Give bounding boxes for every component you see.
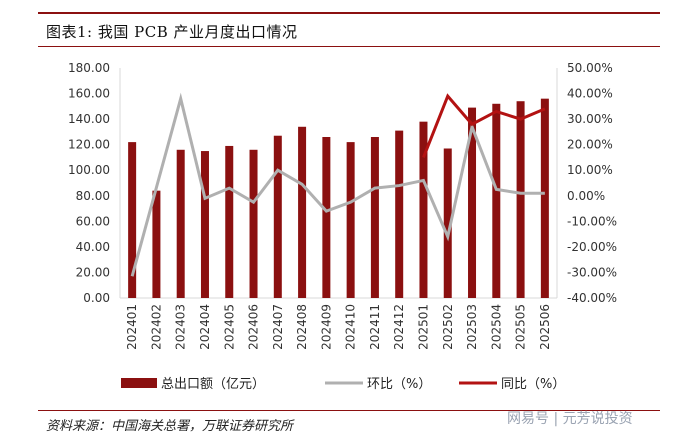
y-left-tick-label: 20.00 — [76, 265, 110, 279]
x-tick-label: 202406 — [247, 304, 261, 350]
x-tick-label: 202403 — [174, 304, 188, 350]
tick-layer: 0.00 20.00 40.00 60.00 80.00 100.00 120.00 140.… — [68, 61, 617, 350]
legend-label-total: 总出口额（亿元） — [161, 377, 265, 392]
y-left-tick-label: 40.00 — [76, 240, 110, 254]
line-layer — [130, 92, 546, 277]
y-left-tick-label: 120.00 — [68, 138, 110, 152]
y-right-tick-label: -30.00% — [567, 265, 617, 279]
y-right-tick-label: 40.00% — [567, 87, 613, 101]
y-right-tick-label: 10.00% — [567, 163, 613, 177]
legend-swatch-total — [121, 378, 157, 388]
bar-layer — [128, 98, 549, 299]
y-left-tick-label: 100.00 — [68, 163, 110, 177]
x-tick-label: 202407 — [271, 304, 285, 350]
legend-label-mom: 环比（%） — [367, 377, 431, 392]
chart-title: 图表1: 我国 PCB 产业月度出口情况 — [46, 23, 298, 41]
bar — [128, 142, 137, 298]
x-tick-label: 202410 — [344, 304, 358, 350]
axis-layer — [119, 68, 558, 299]
x-tick-label: 202404 — [198, 304, 212, 350]
y-left-tick-label: 60.00 — [76, 214, 110, 228]
y-right-tick-label: 0.00% — [567, 189, 605, 203]
x-tick-label: 202405 — [222, 304, 236, 350]
source-note: 资料来源：中国海关总署，万联证券研究所 — [46, 419, 294, 434]
bar — [370, 137, 379, 298]
legend-label-yoy: 同比（%） — [501, 377, 565, 392]
x-tick-label: 202502 — [441, 304, 455, 350]
x-tick-label: 202504 — [489, 304, 503, 350]
x-tick-label: 202412 — [392, 304, 406, 350]
bar — [346, 142, 355, 298]
y-left-tick-label: 140.00 — [68, 112, 110, 126]
x-tick-label: 202401 — [125, 304, 139, 350]
x-tick-label: 202505 — [514, 304, 528, 350]
legend: 总出口额（亿元） 环比（%） 同比（%） — [121, 377, 565, 392]
y-left-tick-label: 180.00 — [68, 61, 110, 75]
bar — [176, 149, 185, 298]
bar — [152, 190, 161, 298]
y-right-tick-label: 30.00% — [567, 112, 613, 126]
bar — [443, 148, 452, 298]
x-tick-label: 202408 — [295, 304, 309, 350]
y-right-tick-label: -40.00% — [567, 291, 617, 305]
footer-divider — [38, 410, 660, 411]
bar — [492, 103, 501, 299]
x-tick-label: 202402 — [149, 304, 163, 350]
bar — [395, 130, 404, 298]
yoy-line — [422, 93, 546, 158]
bar — [249, 149, 258, 298]
mom-line — [130, 92, 545, 277]
bar — [200, 151, 209, 298]
x-tick-label: 202503 — [465, 304, 479, 350]
y-right-tick-label: -20.00% — [567, 240, 617, 254]
y-right-tick-label: -10.00% — [567, 214, 617, 228]
bar — [419, 121, 428, 299]
y-right-tick-label: 20.00% — [567, 138, 613, 152]
bar — [540, 98, 549, 299]
bar — [273, 135, 282, 298]
y-left-tick-label: 80.00 — [76, 189, 110, 203]
y-right-tick-label: 50.00% — [567, 61, 613, 75]
x-tick-label: 202506 — [538, 304, 552, 350]
bar — [298, 126, 307, 299]
y-left-tick-label: 160.00 — [68, 87, 110, 101]
y-left-tick-label: 0.00 — [83, 291, 110, 305]
watermark: 网易号 | 元芳说投资 — [507, 411, 633, 427]
bar — [516, 101, 525, 298]
bar — [468, 107, 477, 298]
bar — [322, 137, 331, 298]
x-tick-label: 202409 — [319, 304, 333, 350]
bar — [225, 145, 234, 298]
chart-title-bar: 图表1: 我国 PCB 产业月度出口情况 — [38, 12, 660, 47]
x-tick-label: 202411 — [368, 304, 382, 350]
x-tick-label: 202501 — [416, 304, 430, 350]
